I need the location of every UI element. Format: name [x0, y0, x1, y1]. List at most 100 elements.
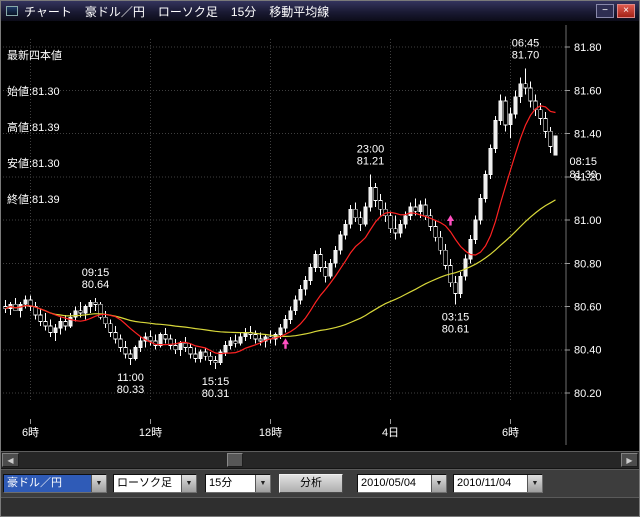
x-tick-label: 12時: [139, 426, 162, 439]
candle: [43, 321, 48, 327]
candle: [148, 336, 153, 342]
symbol-select[interactable]: 豪ドル／円 ▼: [3, 474, 107, 493]
candle: [278, 327, 283, 336]
start-date-select[interactable]: 2010/05/04 ▼: [357, 474, 447, 493]
candle: [443, 249, 448, 266]
scroll-right-icon[interactable]: ▶: [621, 453, 638, 467]
start-date-dropdown-icon[interactable]: ▼: [431, 475, 446, 492]
candles-layer: [3, 68, 558, 370]
price-annotation: 81.70: [512, 50, 540, 62]
interval-select[interactable]: 15分 ▼: [205, 474, 271, 493]
candle: [293, 299, 298, 312]
candle: [48, 325, 53, 333]
candle: [283, 319, 288, 329]
candle: [173, 344, 178, 351]
candle: [468, 239, 473, 260]
symbol-dropdown-icon[interactable]: ▼: [91, 475, 106, 492]
chart-type-dropdown-icon[interactable]: ▼: [181, 475, 196, 492]
candle: [38, 314, 43, 323]
candle: [478, 197, 483, 221]
y-tick-label: 80.40: [574, 345, 602, 357]
y-axis-labels: 81.80 81.60 81.40 81.20 81.00 80.80 80.60 80.40…: [565, 42, 602, 400]
interval-dropdown-icon[interactable]: ▼: [255, 475, 270, 492]
price-annotation: 15:15: [202, 376, 230, 388]
signal-markers: [282, 215, 454, 349]
chart-canvas[interactable]: 81.80 81.60 81.40 81.20 81.00 80.80 80.60 80.40…: [1, 21, 639, 451]
candle: [398, 223, 403, 234]
grid-layer: [3, 25, 567, 445]
interval-value: 15分: [206, 475, 255, 492]
candlestick-chart[interactable]: 81.80 81.60 81.40 81.20 81.00 80.80 80.60 80.40…: [1, 21, 639, 451]
candle: [308, 267, 313, 282]
candle: [303, 280, 308, 290]
price-annotation: 11:00: [117, 372, 144, 384]
quote-open: 始値:81.30: [7, 86, 60, 98]
candle: [318, 254, 323, 269]
quote-panel: 最新四本値 始値:81.30 高値:81.39 安値:81.30 終値:81.3…: [7, 26, 62, 230]
quote-low: 安値:81.30: [7, 158, 60, 170]
candle: [523, 83, 528, 89]
candle: [403, 215, 408, 225]
candle: [108, 323, 113, 333]
ma-short-line: [5, 105, 556, 355]
candle: [503, 100, 508, 126]
y-tick-label: 81.40: [574, 129, 602, 141]
candle: [338, 234, 343, 251]
candle: [168, 338, 173, 346]
titlebar-text-indicator: 移動平均線: [269, 4, 330, 19]
quote-panel-title: 最新四本値: [7, 50, 62, 62]
analyze-button[interactable]: 分析: [279, 474, 343, 493]
candle: [58, 321, 63, 329]
candle: [103, 316, 108, 325]
minimize-button[interactable]: −: [596, 4, 614, 18]
x-axis-labels: 6時 12時 18時 4日 6時: [22, 419, 519, 439]
scroll-left-icon[interactable]: ◀: [2, 453, 19, 467]
candle: [488, 148, 493, 175]
candle: [28, 299, 33, 307]
candle: [238, 336, 243, 344]
candle: [368, 187, 373, 208]
end-date-dropdown-icon[interactable]: ▼: [527, 475, 542, 492]
close-button[interactable]: ×: [617, 4, 635, 18]
candle: [453, 282, 458, 294]
y-tick-label: 80.80: [574, 258, 602, 270]
titlebar[interactable]: チャート 豪ドル／円 ローソク足 15分 移動平均線 − ×: [1, 1, 639, 21]
candle: [158, 334, 163, 346]
y-tick-label: 80.20: [574, 388, 602, 400]
candle: [253, 334, 258, 340]
candle: [298, 288, 303, 301]
y-tick-label: 81.60: [574, 85, 602, 97]
symbol-select-value: 豪ドル／円: [4, 475, 91, 492]
candle: [163, 334, 168, 340]
candle: [128, 353, 133, 359]
signal-arrow-up-icon: [447, 215, 454, 221]
price-annotation: 80.33: [117, 384, 145, 396]
scrollbar-thumb[interactable]: [227, 453, 243, 467]
candle: [193, 353, 198, 359]
horizontal-scrollbar[interactable]: ◀ ▶: [1, 451, 639, 469]
chart-type-select[interactable]: ローソク足 ▼: [113, 474, 197, 493]
candle: [288, 310, 293, 320]
candle: [218, 351, 223, 364]
start-date-value: 2010/05/04: [358, 475, 431, 492]
price-annotation: 08:15: [570, 156, 598, 168]
candle: [23, 299, 28, 305]
price-annotation: 81.30: [570, 169, 598, 181]
candle: [258, 338, 263, 342]
candle: [493, 120, 498, 150]
candle: [73, 310, 78, 318]
end-date-select[interactable]: 2010/11/04 ▼: [453, 474, 543, 493]
candle: [313, 254, 318, 269]
candle: [183, 342, 188, 348]
candle: [418, 204, 423, 212]
candle: [463, 258, 468, 277]
candle: [223, 344, 228, 353]
price-annotation: 09:15: [82, 267, 110, 279]
x-tick-label: 18時: [259, 426, 282, 439]
candle: [83, 306, 88, 314]
candle: [483, 174, 488, 199]
candle: [203, 351, 208, 357]
candle: [88, 301, 93, 307]
x-tick-label: 6時: [22, 426, 39, 439]
